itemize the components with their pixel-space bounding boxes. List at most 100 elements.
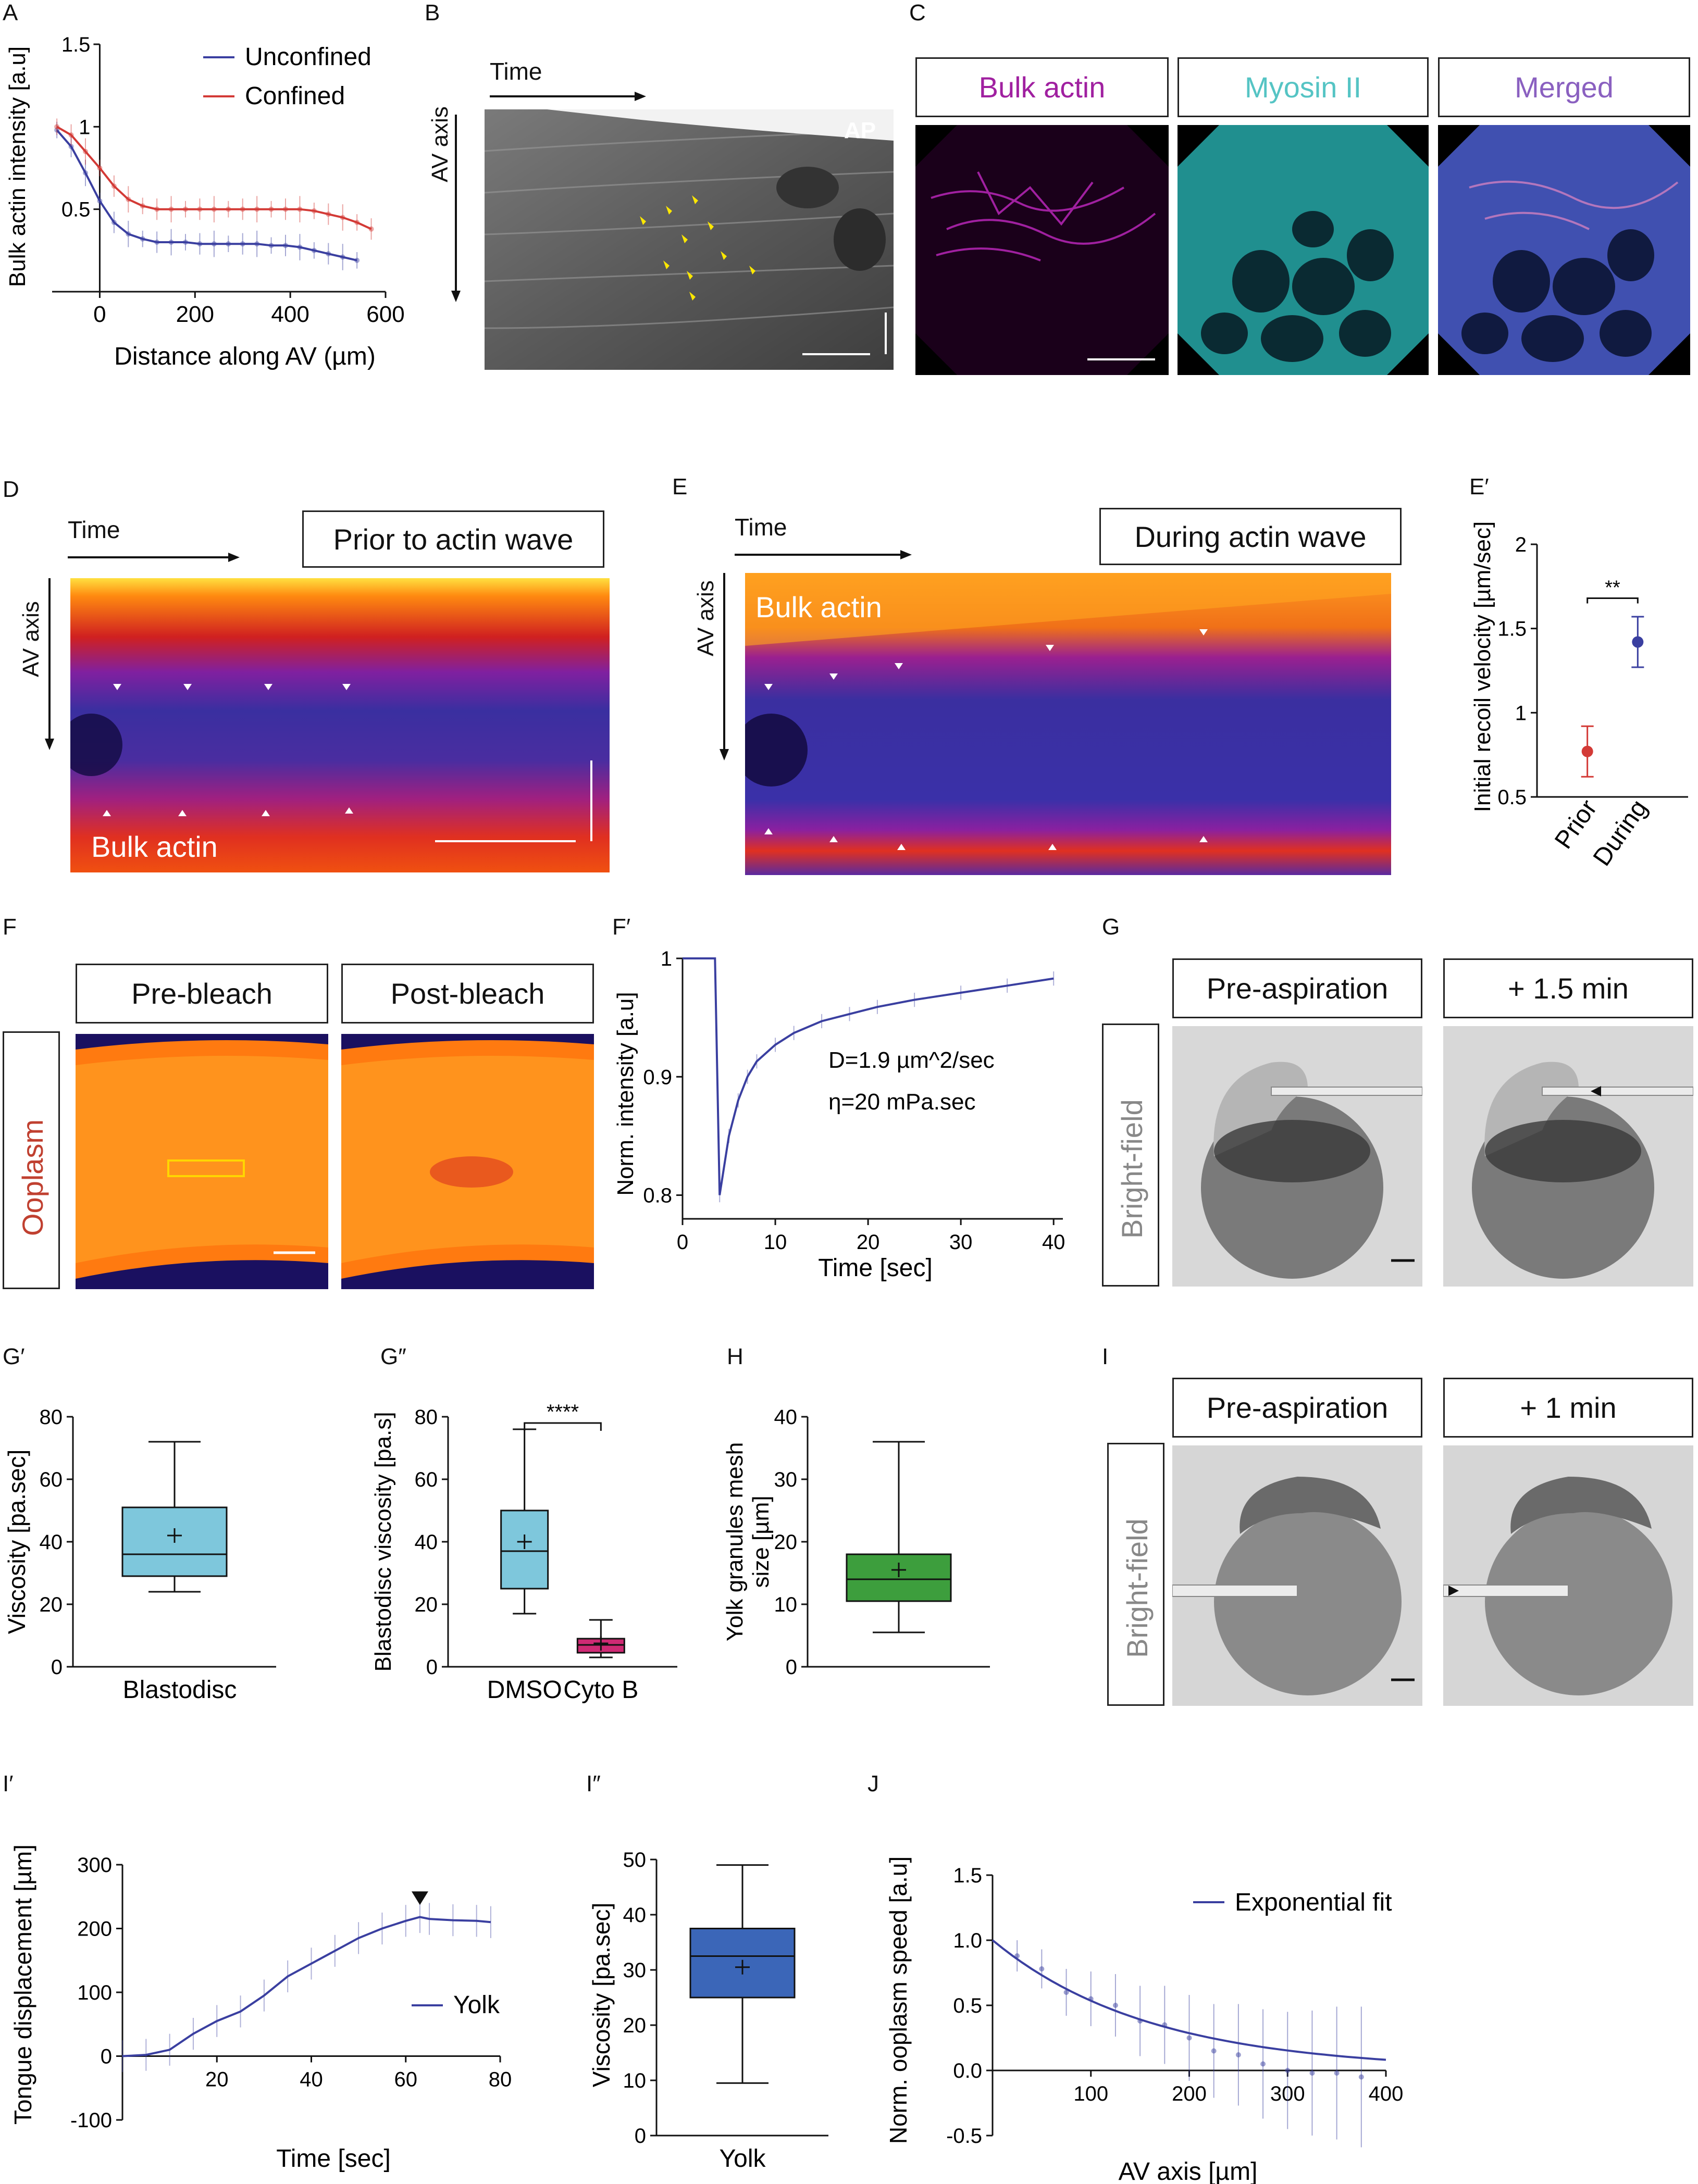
- data-point: [1581, 745, 1593, 757]
- merged-label: Merged: [1438, 57, 1690, 117]
- g-pre-aspiration-image: [1172, 1026, 1422, 1287]
- panel-e: Time During actin wave AV axis Bulk acti: [677, 500, 1417, 885]
- x-tick-label: 30: [949, 1231, 973, 1254]
- pre-bleach-image: [76, 1034, 328, 1289]
- chart-g-dprime: 0 20 40 60 80 Blastodisc viscosity [pa.s] DMSO…: [370, 1401, 677, 1704]
- y-axis-label: Norm. ooplasm speed [a.u]: [885, 1856, 912, 2144]
- panel-label-i: I: [1102, 1344, 1109, 1369]
- y-tick-label: 0: [635, 2125, 646, 2148]
- y-tick-label: 0.5: [1497, 786, 1527, 809]
- y-tick-label: 0: [786, 1656, 797, 1679]
- panel-i: Pre-aspiration + 1 min Bright-field: [1107, 1375, 1698, 1719]
- x-tick-label: 600: [366, 302, 404, 327]
- x-tick-label: 0: [677, 1231, 688, 1254]
- x-tick-label: 300: [1270, 2082, 1305, 2105]
- y-tick-label: 1.5: [953, 1864, 982, 1887]
- panel-label-f-prime: F′: [612, 914, 631, 940]
- plus-time-label: + 1.5 min: [1443, 958, 1693, 1018]
- significance-bracket: [1587, 597, 1639, 604]
- legend-label: Yolk: [453, 1991, 500, 2019]
- y-axis-label: Bulk actin intensity [a.u]: [5, 46, 30, 287]
- time-arrow-icon: [490, 92, 646, 101]
- x-tick-label: During: [1588, 795, 1653, 871]
- y-tick-label: 60: [40, 1468, 63, 1491]
- series-line: [56, 129, 357, 261]
- y-tick-label: 40: [415, 1531, 438, 1554]
- significance-label: **: [1605, 577, 1620, 598]
- x-tick-label: Blastodisc: [123, 1676, 237, 1704]
- arrowhead-icon: [1448, 1586, 1459, 1596]
- y-tick-label: 0.5: [61, 198, 91, 221]
- pre-aspiration-label: Pre-aspiration: [1172, 958, 1422, 1018]
- data-point: [1334, 2070, 1340, 2076]
- y-tick-label: 0.5: [953, 1994, 982, 2017]
- av-axis-label: AV axis: [18, 601, 44, 677]
- panel-label-g-prime: G′: [3, 1344, 25, 1369]
- y-tick-label: 20: [774, 1531, 798, 1554]
- y-axis-label: Tongue displacement [µm]: [9, 1844, 36, 2125]
- av-axis-label: AV axis: [693, 580, 718, 656]
- bulk-actin-overlay-label: Bulk actin: [755, 591, 882, 623]
- y-tick-label: 0.8: [643, 1184, 672, 1207]
- bright-field-side-box: Bright-field: [1102, 1024, 1159, 1287]
- significance-label: ****: [547, 1401, 579, 1424]
- box: [500, 1509, 549, 1590]
- arrowhead-icon: [1591, 1086, 1601, 1096]
- x-tick-label: 200: [1172, 2082, 1207, 2105]
- chart-j: -0.5 0.0 0.5 1.0 1.5 100 200 300 400 Norm. ooplas…: [885, 1856, 1403, 2184]
- time-arrow-icon: [735, 550, 912, 559]
- post-bleach-image: [341, 1034, 594, 1289]
- y-axis-label: Yolk granules mesh: [722, 1442, 748, 1641]
- x-tick-label: 10: [764, 1231, 787, 1254]
- y-tick-label: 1.0: [953, 1929, 982, 1952]
- y-tick-label: 40: [774, 1406, 798, 1429]
- panel-label-h: H: [727, 1344, 743, 1369]
- panel-label-i-prime: I′: [3, 1771, 14, 1796]
- data-point: [1039, 1966, 1045, 1971]
- data-point: [1285, 2068, 1291, 2073]
- y-tick-label: 50: [623, 1849, 647, 1871]
- av-axis-arrow-icon: [451, 115, 461, 302]
- y-tick-label: 100: [77, 1981, 112, 2004]
- y-tick-label: 20: [623, 2014, 647, 2037]
- panel-label-j: J: [867, 1771, 879, 1796]
- panel-d: Time Prior to actin wave AV axis Bulk ac…: [0, 500, 620, 885]
- y-tick-label: 0.9: [643, 1066, 672, 1089]
- y-tick-label: 0: [426, 1656, 438, 1679]
- merged-image: [1438, 125, 1690, 375]
- y-axis-label: size [µm]: [748, 1496, 774, 1588]
- pre-bleach-label: Pre-bleach: [76, 964, 328, 1024]
- x-tick-label: 20: [205, 2068, 229, 2091]
- y-tick-label: 40: [40, 1531, 63, 1554]
- chart-g-prime: 0 20 40 60 80 Viscosity [pa.sec] Blastodisc: [3, 1406, 276, 1704]
- y-axis-label: Blastodisc viscosity [pa.s]: [370, 1412, 396, 1672]
- y-tick-label: 0: [51, 1656, 63, 1679]
- ooplasm-label: Ooplasm: [16, 1119, 49, 1236]
- chart-e-prime: 0.5 1 1.5 2 Initial recoil velocity [µm/sec]…: [1470, 521, 1688, 871]
- y-tick-label: 0: [101, 2045, 112, 2068]
- y-axis-label: Viscosity [pa.sec]: [3, 1450, 30, 1634]
- y-axis-label: Viscosity [pa.sec]: [588, 1903, 615, 2088]
- time-label: Time: [735, 514, 787, 541]
- y-tick-label: 10: [774, 1593, 798, 1616]
- data-point: [1632, 636, 1644, 648]
- significance-bracket: [524, 1422, 602, 1431]
- chart-i-prime: -100 0 100 200 300 20 40 60 80 Tongue displacemen…: [9, 1844, 512, 2173]
- pre-aspiration-label: Pre-aspiration: [1172, 1378, 1422, 1438]
- fit-line: [991, 1939, 1386, 2061]
- bulk-actin-overlay-label: Bulk actin: [91, 830, 218, 863]
- panel-label-i-dprime: I″: [586, 1771, 601, 1796]
- panel-label-g: G: [1102, 914, 1120, 940]
- y-tick-label: 80: [40, 1406, 63, 1429]
- data-point: [1112, 2003, 1118, 2008]
- data-point: [1235, 2052, 1241, 2057]
- x-tick-label: 40: [1042, 1231, 1065, 1254]
- x-tick-label: Cyto B: [563, 1676, 638, 1704]
- x-tick-label: 100: [1073, 2082, 1108, 2105]
- x-axis-label: Distance along AV (µm): [114, 343, 376, 370]
- y-tick-label: 300: [77, 1854, 112, 1877]
- box: [846, 1553, 952, 1602]
- legend-label: Confined: [245, 82, 345, 110]
- panel-label-c: C: [909, 0, 926, 26]
